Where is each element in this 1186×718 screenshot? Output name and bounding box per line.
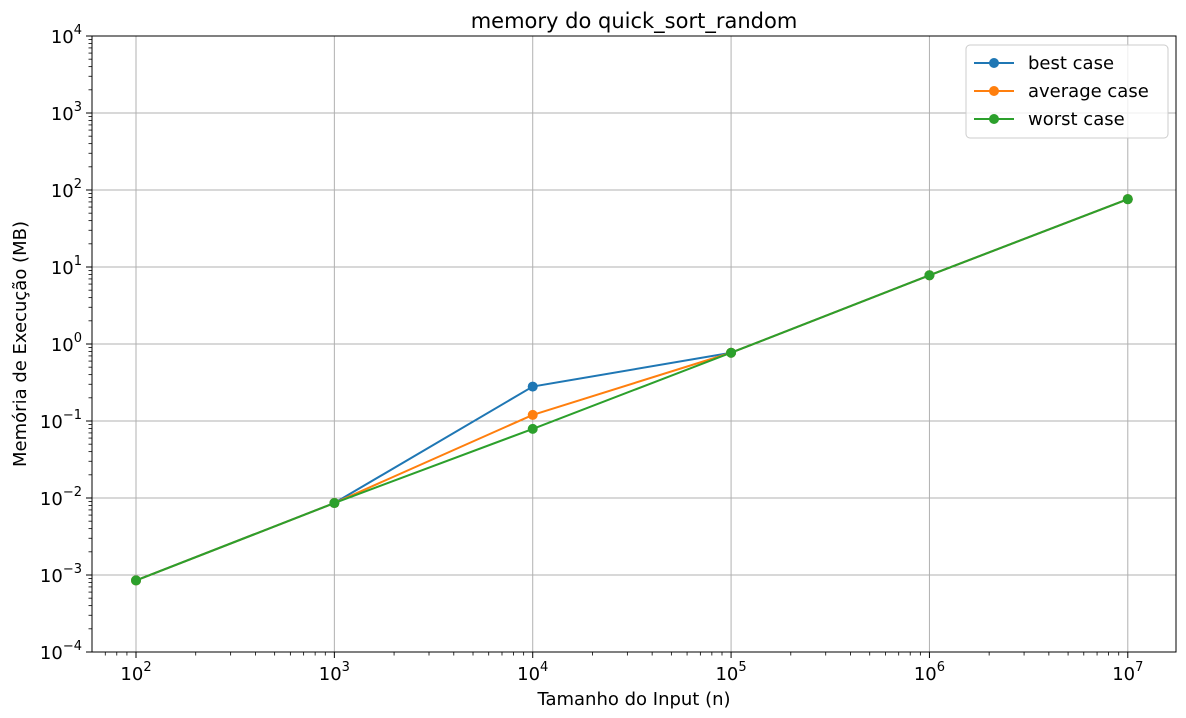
- y-tick-label-base: 10: [51, 104, 74, 125]
- data-point: [131, 575, 142, 586]
- y-tick-label: 101: [51, 254, 82, 279]
- legend-marker: [989, 86, 999, 96]
- y-tick-label-exponent: 3: [74, 100, 82, 115]
- y-tick-label-base: 10: [40, 566, 63, 587]
- x-tick-label: 104: [517, 660, 548, 685]
- data-point: [726, 347, 737, 358]
- chart-title: memory do quick_sort_random: [471, 9, 798, 34]
- y-tick-label: 10−2: [40, 485, 82, 510]
- x-tick-label-exponent: 6: [937, 660, 945, 675]
- y-tick-label-base: 10: [51, 181, 74, 202]
- y-tick-label-exponent: 2: [74, 177, 82, 192]
- legend-box: [965, 44, 1169, 139]
- y-tick-label: 10−1: [40, 408, 82, 433]
- legend-label: worst case: [1028, 109, 1125, 130]
- y-tick-label-base: 10: [40, 643, 63, 664]
- x-tick-label-exponent: 2: [143, 660, 151, 675]
- x-tick-label-base: 10: [715, 664, 738, 685]
- legend-label: average case: [1028, 81, 1149, 102]
- x-tick-label: 103: [319, 660, 350, 685]
- data-point: [1122, 194, 1133, 205]
- data-point: [329, 498, 340, 509]
- x-tick-label-exponent: 4: [540, 660, 548, 675]
- y-tick-label-exponent: −1: [63, 408, 82, 423]
- y-tick-label-exponent: −4: [63, 639, 82, 654]
- x-tick-label: 107: [1112, 660, 1143, 685]
- data-point: [527, 409, 538, 420]
- y-tick-label: 10−3: [40, 562, 82, 587]
- series-line: [135, 198, 1129, 582]
- y-tick-label: 10−4: [40, 639, 82, 664]
- data-point: [527, 423, 538, 434]
- x-tick-label: 105: [715, 660, 746, 685]
- x-tick-label: 106: [914, 660, 945, 685]
- y-tick-label-exponent: −3: [63, 562, 82, 577]
- y-tick-label: 104: [51, 23, 82, 48]
- data-point: [924, 270, 935, 281]
- x-tick-label-base: 10: [914, 664, 937, 685]
- x-tick-label-exponent: 7: [1135, 660, 1143, 675]
- y-tick-label-exponent: −2: [63, 485, 82, 500]
- x-tick-label: 102: [120, 660, 151, 685]
- x-tick-label-base: 10: [517, 664, 540, 685]
- grid: [92, 36, 1176, 652]
- y-tick-label-base: 10: [51, 27, 74, 48]
- x-axis-label: Tamanho do Input (n): [536, 689, 730, 710]
- y-tick-label: 103: [51, 100, 82, 125]
- legend-marker: [989, 114, 999, 124]
- legend-label: best case: [1028, 53, 1114, 74]
- x-tick-label-base: 10: [120, 664, 143, 685]
- axis-ticks: 102 103 104 105 106 10710−410−310−210−1100101…: [40, 23, 1143, 685]
- y-tick-label-base: 10: [40, 412, 63, 433]
- y-axis-label: Memória de Execução (MB): [10, 221, 31, 467]
- y-tick-label-base: 10: [40, 489, 63, 510]
- x-tick-label-base: 10: [319, 664, 342, 685]
- y-tick-label-base: 10: [51, 258, 74, 279]
- series-layer: [131, 194, 1133, 586]
- y-tick-label-exponent: 0: [74, 331, 82, 346]
- x-tick-label-exponent: 3: [342, 660, 350, 675]
- legend: best case average case worst case: [965, 44, 1169, 139]
- series-worst-case: [131, 194, 1133, 586]
- y-tick-label-base: 10: [51, 335, 74, 356]
- legend-marker: [989, 58, 999, 68]
- y-tick-label-exponent: 4: [74, 23, 82, 38]
- x-tick-label-exponent: 5: [738, 660, 746, 675]
- data-point: [527, 381, 538, 392]
- y-tick-label-exponent: 1: [74, 254, 82, 269]
- x-tick-label-base: 10: [1112, 664, 1135, 685]
- y-tick-label: 102: [51, 177, 82, 202]
- y-tick-label: 100: [51, 331, 82, 356]
